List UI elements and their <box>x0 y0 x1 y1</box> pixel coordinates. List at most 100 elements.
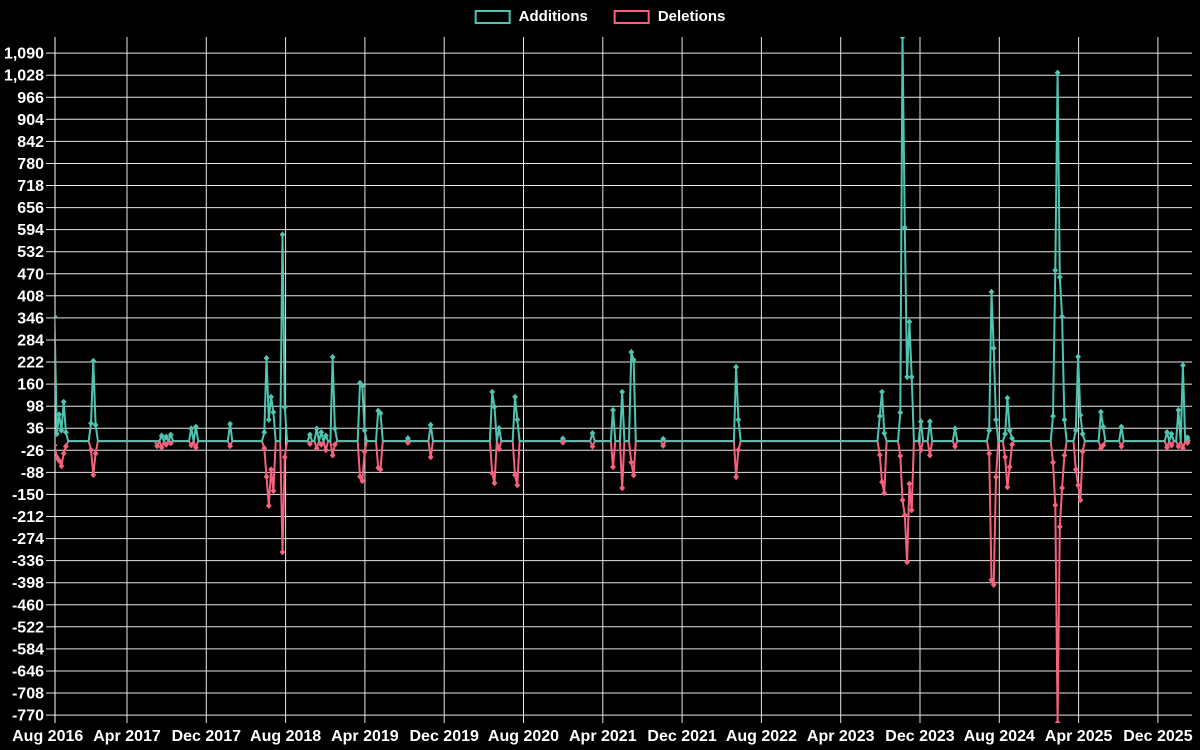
legend-item-deletions[interactable]: Deletions <box>613 8 725 26</box>
data-point-diamond <box>193 444 199 451</box>
data-point-diamond <box>58 462 65 470</box>
data-point-diamond <box>1054 69 1061 76</box>
data-point-diamond <box>90 471 97 479</box>
data-point-diamond <box>988 576 995 584</box>
data-point-diamond <box>1054 719 1061 723</box>
data-point-diamond <box>270 409 277 416</box>
data-point-diamond <box>1072 427 1079 434</box>
data-point-diamond <box>906 318 913 325</box>
y-axis-label: 842 <box>17 134 44 151</box>
data-point-diamond <box>1050 459 1056 466</box>
y-axis-label: 718 <box>17 178 44 195</box>
data-point-diamond <box>322 446 329 454</box>
data-point-diamond <box>56 457 62 464</box>
data-point-diamond <box>990 581 997 588</box>
data-point-diamond <box>377 466 384 473</box>
data-point-diamond <box>188 425 195 432</box>
data-point-diamond <box>901 224 908 231</box>
data-point-diamond <box>307 440 313 448</box>
data-point-diamond <box>1004 483 1011 491</box>
data-point-diamond <box>55 313 58 320</box>
data-point-diamond <box>1077 411 1084 419</box>
data-point-diamond <box>92 421 99 429</box>
data-point-diamond <box>58 427 65 434</box>
data-point-diamond <box>55 453 60 461</box>
data-point-diamond <box>1079 430 1086 438</box>
data-point-diamond <box>908 506 915 514</box>
data-point-diamond <box>496 425 502 432</box>
data-point-diamond <box>268 393 274 401</box>
x-axis-label: Apr 2019 <box>331 728 399 745</box>
data-point-diamond <box>990 345 997 352</box>
data-point-diamond <box>1050 412 1056 420</box>
x-axis-label: Apr 2021 <box>569 728 637 745</box>
data-point-diamond <box>899 37 906 41</box>
data-point-diamond <box>733 363 739 371</box>
x-axis-label: Dec 2023 <box>885 728 954 745</box>
data-point-diamond <box>610 406 616 414</box>
data-point-diamond <box>281 404 288 411</box>
x-axis-label: Dec 2021 <box>647 728 716 745</box>
data-point-diamond <box>1075 353 1081 360</box>
data-point-diamond <box>1056 523 1063 530</box>
data-point-diamond <box>927 418 933 425</box>
data-point-diamond <box>167 440 174 447</box>
x-axis-label: Apr 2023 <box>807 728 875 745</box>
data-point-diamond <box>489 469 496 477</box>
y-axis-label: 470 <box>17 266 44 283</box>
x-axis-label: Dec 2025 <box>1123 728 1192 745</box>
data-point-diamond <box>1059 484 1065 492</box>
data-point-diamond <box>332 425 338 432</box>
data-point-diamond <box>63 443 69 450</box>
gridlines <box>46 37 1192 723</box>
data-point-diamond <box>1052 501 1059 509</box>
data-point-diamond <box>986 427 993 434</box>
x-axis-label: Aug 2022 <box>726 728 797 745</box>
x-axis-label: Aug 2016 <box>12 728 83 745</box>
y-axis-label: 904 <box>17 112 44 129</box>
y-axis-label: 408 <box>17 288 44 305</box>
data-point-diamond <box>55 442 58 448</box>
data-point-diamond <box>1077 496 1084 504</box>
data-point-diamond <box>167 431 174 438</box>
y-axis-label: 966 <box>17 90 44 107</box>
x-axis-label: Apr 2017 <box>93 728 161 745</box>
data-point-diamond <box>876 451 883 459</box>
data-point-diamond <box>1004 394 1011 402</box>
data-point-diamond <box>279 231 286 238</box>
data-point-diamond <box>281 453 288 461</box>
data-point-diamond <box>1098 445 1104 452</box>
data-point-diamond <box>1184 434 1191 441</box>
data-point-diamond <box>1006 427 1013 434</box>
data-point-diamond <box>917 418 924 425</box>
data-point-diamond <box>876 412 883 420</box>
y-axis-label: -770 <box>12 708 44 725</box>
y-axis-label: -460 <box>12 597 44 614</box>
data-point-diamond <box>329 452 336 459</box>
data-point-diamond <box>988 288 995 296</box>
legend-item-additions[interactable]: Additions <box>474 8 588 26</box>
data-point-diamond <box>1168 430 1175 438</box>
data-point-diamond <box>1180 362 1186 369</box>
data-point-diamond <box>313 425 320 432</box>
data-point-diamond <box>630 472 637 479</box>
data-point-diamond <box>660 442 667 449</box>
data-point-diamond <box>1175 406 1182 414</box>
data-point-diamond <box>904 558 910 566</box>
additions-swatch <box>474 10 511 24</box>
data-point-diamond <box>628 459 635 466</box>
deletions-line <box>55 440 1191 723</box>
data-point-diamond <box>881 489 888 497</box>
data-point-diamond <box>1052 267 1059 274</box>
data-point-diamond <box>279 548 286 556</box>
data-point-diamond <box>158 432 165 439</box>
y-axis-label: 1,028 <box>4 68 44 85</box>
data-point-diamond <box>1002 430 1008 438</box>
y-axis-label: -522 <box>12 619 44 636</box>
data-point-diamond <box>660 435 667 443</box>
y-axis-label: -88 <box>21 465 44 482</box>
data-point-diamond <box>322 432 329 439</box>
y-axis-label: -584 <box>12 641 44 658</box>
data-point-diamond <box>1079 448 1086 455</box>
data-point-diamond <box>489 388 496 396</box>
